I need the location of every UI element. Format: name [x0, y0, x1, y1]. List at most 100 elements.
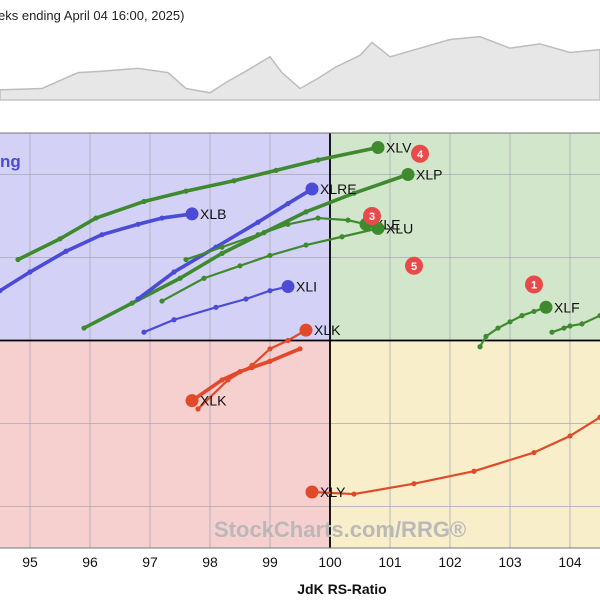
badge-5[interactable] [405, 256, 423, 275]
x-tick-label: 102 [438, 554, 462, 570]
series-point [141, 329, 147, 335]
quadrant-label: ng [0, 152, 21, 171]
series-point [171, 317, 177, 323]
background-line-area [0, 35, 600, 101]
series-point [183, 256, 189, 263]
series-point [531, 449, 537, 456]
series-head-xlv[interactable] [371, 141, 385, 155]
series-label-xlu: XLU [386, 220, 413, 236]
series-point [315, 157, 321, 163]
series-point [267, 288, 273, 294]
watermark: StockCharts.com/RRG® [214, 517, 466, 542]
series-point [129, 300, 135, 306]
series-point [567, 323, 573, 329]
background-panel [0, 0, 600, 133]
quadrant-top-left [0, 133, 330, 341]
badge-text: 4 [417, 149, 424, 161]
series-point [531, 308, 537, 315]
series-point [231, 178, 237, 184]
chart-header: eks ending April 04 16:00, 2025) [0, 8, 184, 23]
series-head-xli[interactable] [281, 280, 295, 294]
badge-1[interactable] [525, 275, 543, 294]
series-point [249, 364, 255, 371]
series-point [411, 481, 417, 487]
series-tail-xli [142, 285, 290, 334]
x-tick-label: 95 [22, 554, 38, 570]
series-head-xly[interactable] [305, 485, 319, 499]
quadrant-bottom-left [0, 340, 330, 548]
series-point [579, 321, 585, 327]
series-head-xlk[interactable] [299, 323, 313, 337]
series-point [351, 190, 357, 196]
series-label-xlp: XLP [416, 167, 442, 183]
series-head-xlp[interactable] [401, 168, 415, 181]
series-head-xlb[interactable] [185, 207, 199, 221]
series-label-xlf: XLF [554, 299, 580, 315]
series-point [135, 221, 141, 227]
series-label-xlre: XLRE [320, 181, 357, 197]
series-head-xlf[interactable] [539, 300, 553, 314]
series-point [267, 346, 273, 352]
series-point [171, 269, 177, 275]
series-point [63, 248, 69, 254]
series-head-xlk[interactable] [185, 394, 199, 408]
series-point [219, 250, 225, 256]
series-label-xli: XLI [296, 279, 317, 295]
series-point [297, 346, 303, 352]
series-point [285, 200, 291, 207]
badge-text: 3 [369, 211, 375, 223]
series-point [57, 236, 63, 242]
series-point [237, 369, 243, 375]
series-point [255, 232, 261, 238]
badge-text: 5 [411, 261, 417, 273]
series-head-xlu[interactable] [371, 221, 385, 235]
series-point [183, 188, 189, 194]
x-axis-ticks: 95 96 97 98 99 100 101 102 103 104 [22, 554, 582, 570]
series-point [213, 304, 219, 310]
series-point [561, 325, 567, 331]
series-point [477, 344, 483, 350]
series-point [237, 263, 243, 269]
panel-gap [0, 118, 600, 133]
badge-text: 1 [531, 279, 537, 291]
series-label-xlk: XLK [200, 393, 227, 409]
series-point [351, 491, 357, 497]
series-point [159, 215, 165, 221]
series-label-xly: XLY [320, 484, 346, 500]
series-label-xlb: XLB [200, 206, 226, 222]
series-point [303, 242, 309, 248]
badge-4[interactable] [411, 144, 429, 163]
badge-3[interactable] [363, 207, 381, 225]
series-point [339, 234, 345, 240]
series-point [159, 298, 165, 304]
series-point [27, 269, 33, 275]
series-point [267, 358, 273, 364]
series-point [141, 198, 147, 205]
series-point [93, 215, 99, 221]
series-point [267, 252, 273, 259]
series-point [81, 325, 87, 331]
series-point [135, 296, 141, 302]
series-point [255, 219, 261, 225]
series-label-xlv: XLV [386, 140, 412, 156]
series-tail-xlre [136, 187, 314, 301]
x-tick-label: 104 [558, 554, 582, 570]
series-point [597, 313, 600, 319]
series-point [219, 377, 225, 383]
x-tick-label: 100 [318, 554, 342, 570]
series-head-xlre[interactable] [305, 182, 319, 196]
series-point [273, 167, 279, 173]
series-point [303, 209, 309, 215]
series-point [177, 275, 183, 281]
series-point [471, 468, 477, 474]
series-point [597, 414, 600, 420]
x-tick-label: 96 [82, 554, 98, 570]
series-point [195, 406, 201, 412]
series-point [243, 296, 249, 302]
series-point [219, 244, 225, 250]
badge-layer: 1 3 4 5 [363, 144, 543, 294]
x-tick-label: 103 [498, 554, 522, 570]
series-tail-xlk [196, 329, 308, 411]
